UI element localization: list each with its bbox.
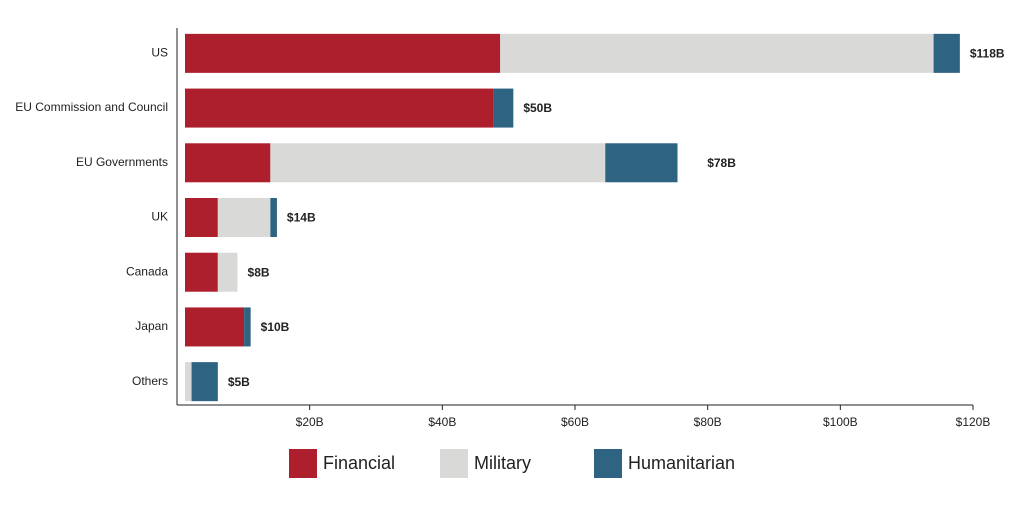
y-tick-label: UK xyxy=(151,210,168,224)
bar-segment xyxy=(191,362,218,402)
total-label: $10B xyxy=(261,320,290,334)
bar-segment xyxy=(500,33,934,73)
bar-segment xyxy=(244,307,251,347)
bar-segment xyxy=(217,252,238,292)
bar-segment xyxy=(185,33,501,73)
legend-label: Military xyxy=(474,453,531,473)
total-label: $8B xyxy=(248,265,270,279)
bar-segment xyxy=(185,198,218,237)
legend-swatch xyxy=(594,449,622,478)
y-tick-label: EU Governments xyxy=(76,155,168,169)
x-tick-label: $100B xyxy=(823,415,858,429)
total-label: $50B xyxy=(523,101,552,115)
x-tick-label: $120B xyxy=(956,415,991,429)
bar-segment xyxy=(493,88,514,128)
bar-segment xyxy=(185,252,218,292)
total-label: $118B xyxy=(970,47,1005,61)
x-tick-label: $40B xyxy=(428,415,456,429)
y-tick-label: US xyxy=(151,46,168,60)
y-tick-label: EU Commission and Council xyxy=(15,100,168,114)
bar-segment xyxy=(270,143,606,183)
total-label: $78B xyxy=(707,156,736,170)
x-tick-label: $20B xyxy=(296,415,324,429)
bar-segment xyxy=(217,198,271,237)
legend-label: Financial xyxy=(323,453,395,473)
y-tick-label: Canada xyxy=(126,264,168,278)
x-tick-label: $80B xyxy=(694,415,722,429)
bar-segment xyxy=(185,88,494,128)
legend-swatch xyxy=(289,449,317,478)
bar-segment xyxy=(185,362,192,402)
legend-label: Humanitarian xyxy=(628,453,735,473)
x-tick-label: $60B xyxy=(561,415,589,429)
legend-swatch xyxy=(440,449,468,478)
bar-segment xyxy=(185,307,245,347)
bar-segment xyxy=(933,33,960,73)
bar-segment xyxy=(605,143,678,183)
total-label: $5B xyxy=(228,375,250,389)
y-tick-label: Others xyxy=(132,374,168,388)
bar-segment xyxy=(270,198,277,237)
total-label: $14B xyxy=(287,211,316,225)
y-tick-label: Japan xyxy=(135,319,168,333)
bar-segment xyxy=(185,143,271,183)
